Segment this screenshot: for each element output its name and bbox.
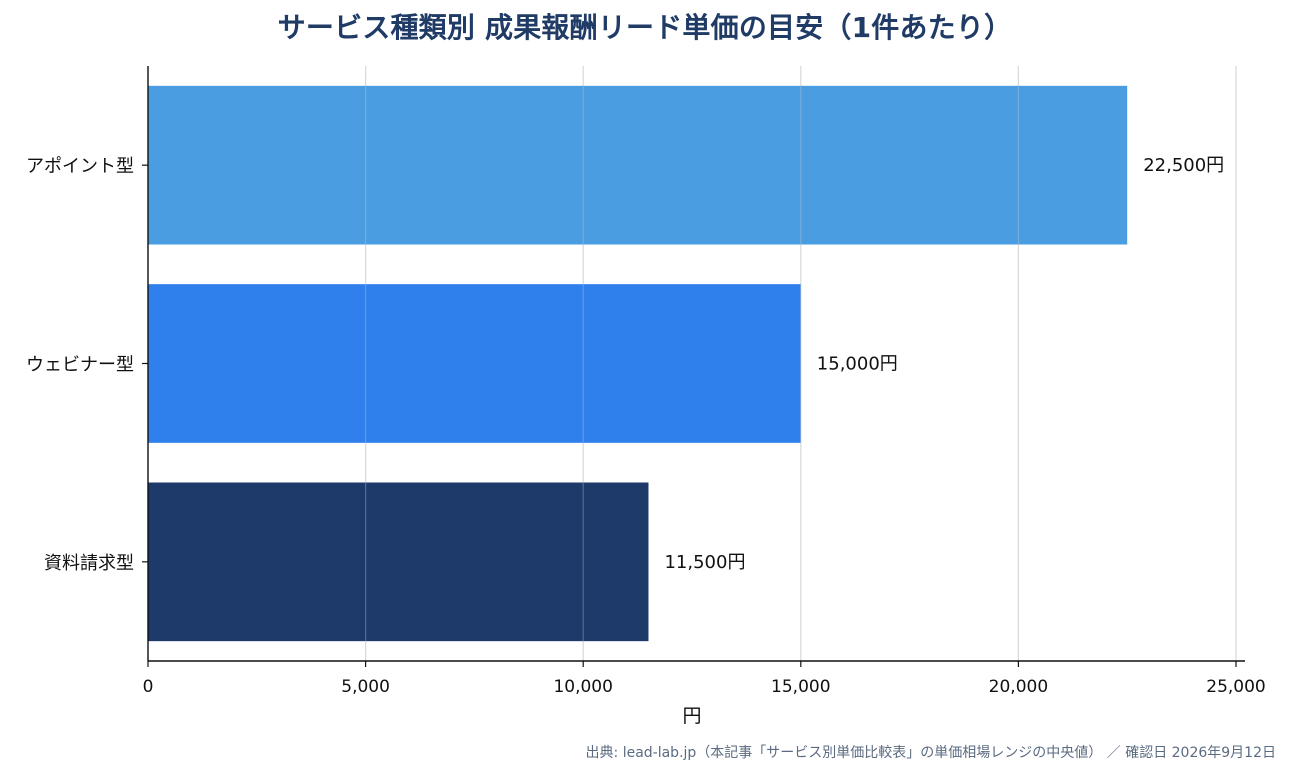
y-tick-label: ウェビナー型 <box>26 355 134 376</box>
bar[interactable] <box>148 284 801 443</box>
y-tick-label: 資料請求型 <box>44 553 134 574</box>
x-tick-label: 10,000 <box>553 677 612 697</box>
x-tick-label: 25,000 <box>1206 677 1265 697</box>
x-tick-label: 20,000 <box>989 677 1048 697</box>
x-tick-label: 5,000 <box>341 677 390 697</box>
x-tick-label: 15,000 <box>771 677 830 697</box>
bar-value-label: 15,000円 <box>817 354 898 375</box>
chart-title: サービス種類別 成果報酬リード単価の目安（1件あたり） <box>277 11 1013 44</box>
y-tick-label: アポイント型 <box>26 156 134 177</box>
bar-value-label: 22,500円 <box>1143 155 1224 176</box>
bar[interactable] <box>148 482 649 642</box>
source-note: 出典: lead-lab.jp（本記事「サービス別単価比較表」の単価相場レンジの… <box>585 745 1276 761</box>
bar-value-label: 11,500円 <box>664 552 745 573</box>
bar[interactable] <box>148 85 1128 245</box>
x-tick-label: 0 <box>143 677 154 697</box>
x-axis-label: 円 <box>682 705 701 727</box>
